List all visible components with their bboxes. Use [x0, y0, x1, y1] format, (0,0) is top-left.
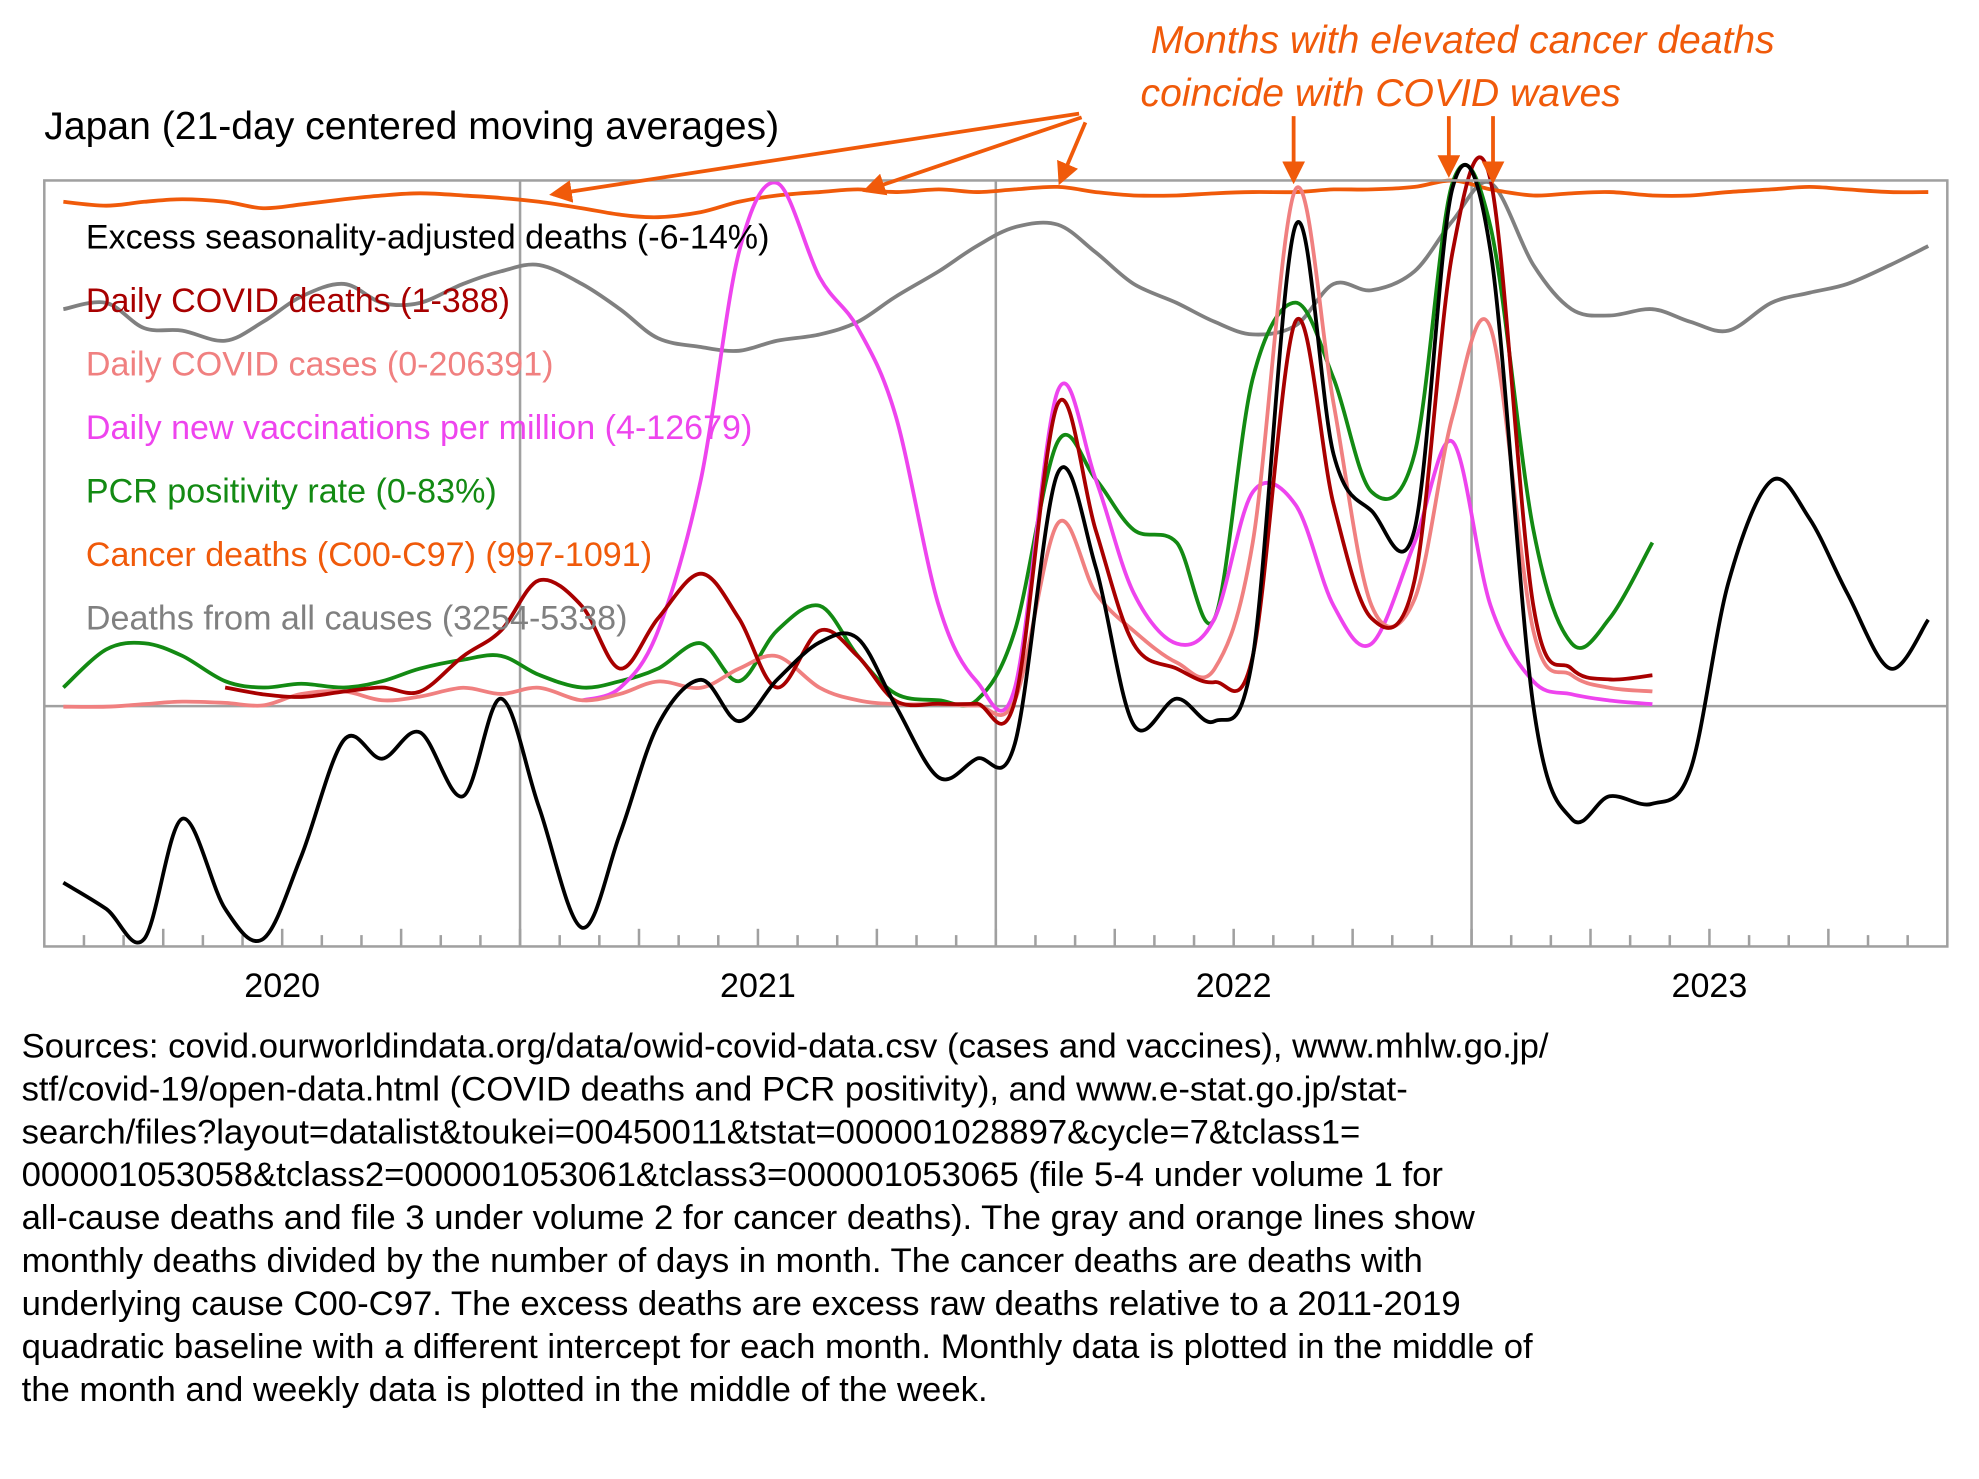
note-line: the month and weekly data is plotted in … [22, 1371, 988, 1409]
arrow [549, 111, 1080, 203]
note-line: all-cause deaths and file 3 under volume… [22, 1199, 1476, 1237]
annotation: Months with elevated cancer deaths coinc… [549, 19, 1775, 203]
legend-entry: Daily COVID cases (0-206391) [86, 346, 554, 384]
series-line [63, 178, 1929, 220]
legend-entry: PCR positivity rate (0-83%) [86, 473, 497, 511]
annotation-arrows [549, 111, 1505, 203]
x-tick-label: 2022 [1196, 967, 1272, 1005]
chart-title: Japan (21-day centered moving averages) [44, 105, 779, 148]
series-line [224, 155, 1653, 726]
series-line [62, 162, 1655, 708]
annotation-text: coincide with COVID waves [1141, 72, 1621, 115]
note-line: underlying cause C00-C97. The excess dea… [22, 1285, 1461, 1323]
legend: Excess seasonality-adjusted deaths (-6-1… [86, 219, 769, 638]
arrow [862, 115, 1083, 196]
x-tick-label: 2020 [244, 967, 320, 1005]
note-line: Sources: covid.ourworldindata.org/data/o… [22, 1028, 1549, 1066]
note-line: quadratic baseline with a different inte… [22, 1328, 1533, 1366]
series-line [62, 163, 1930, 945]
plot-area [44, 155, 1948, 947]
legend-entry: Deaths from all causes (3254-5338) [86, 599, 628, 637]
legend-entry: Excess seasonality-adjusted deaths (-6-1… [86, 219, 769, 257]
series-line [62, 179, 1930, 353]
plot-frame [43, 179, 1949, 948]
note-line: monthly deaths divided by the number of … [22, 1242, 1423, 1280]
note-line: search/files?layout=datalist&toukei=0045… [22, 1113, 1361, 1151]
arrow [1057, 121, 1088, 186]
legend-entry: Cancer deaths (C00-C97) (997-1091) [86, 536, 652, 574]
legend-entry: Daily COVID deaths (1-388) [86, 282, 510, 320]
legend-entry: Daily new vaccinations per million (4-12… [86, 409, 752, 447]
note-line: 000001053058&tclass2=000001053061&tclass… [22, 1156, 1443, 1194]
series-line [581, 180, 1653, 713]
x-tick-label: 2021 [720, 967, 796, 1005]
x-tick-label: 2023 [1672, 967, 1748, 1005]
source-note: Sources: covid.ourworldindata.org/data/o… [22, 1028, 1549, 1409]
note-line: stf/covid-19/open-data.html (COVID death… [22, 1070, 1408, 1108]
annotation-text: Months with elevated cancer deaths [1151, 19, 1775, 62]
